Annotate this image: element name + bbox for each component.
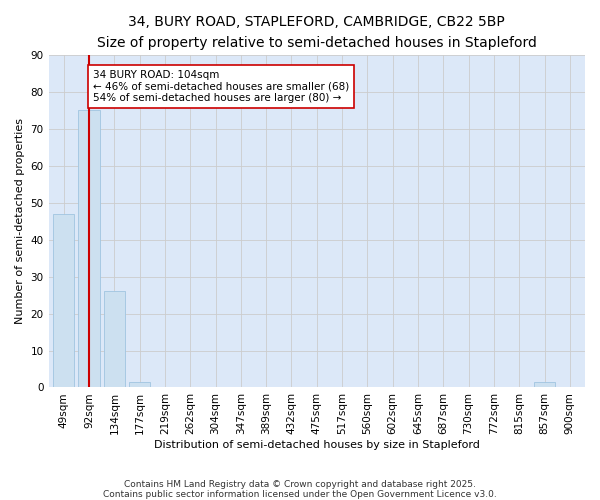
Bar bbox=[53, 214, 74, 388]
Text: Contains HM Land Registry data © Crown copyright and database right 2025.
Contai: Contains HM Land Registry data © Crown c… bbox=[103, 480, 497, 499]
Bar bbox=[534, 382, 555, 388]
Text: 34 BURY ROAD: 104sqm
← 46% of semi-detached houses are smaller (68)
54% of semi-: 34 BURY ROAD: 104sqm ← 46% of semi-detac… bbox=[93, 70, 349, 103]
Y-axis label: Number of semi-detached properties: Number of semi-detached properties bbox=[15, 118, 25, 324]
Bar bbox=[104, 292, 125, 388]
X-axis label: Distribution of semi-detached houses by size in Stapleford: Distribution of semi-detached houses by … bbox=[154, 440, 480, 450]
Title: 34, BURY ROAD, STAPLEFORD, CAMBRIDGE, CB22 5BP
Size of property relative to semi: 34, BURY ROAD, STAPLEFORD, CAMBRIDGE, CB… bbox=[97, 15, 537, 50]
Bar bbox=[78, 110, 100, 388]
Bar bbox=[129, 382, 151, 388]
